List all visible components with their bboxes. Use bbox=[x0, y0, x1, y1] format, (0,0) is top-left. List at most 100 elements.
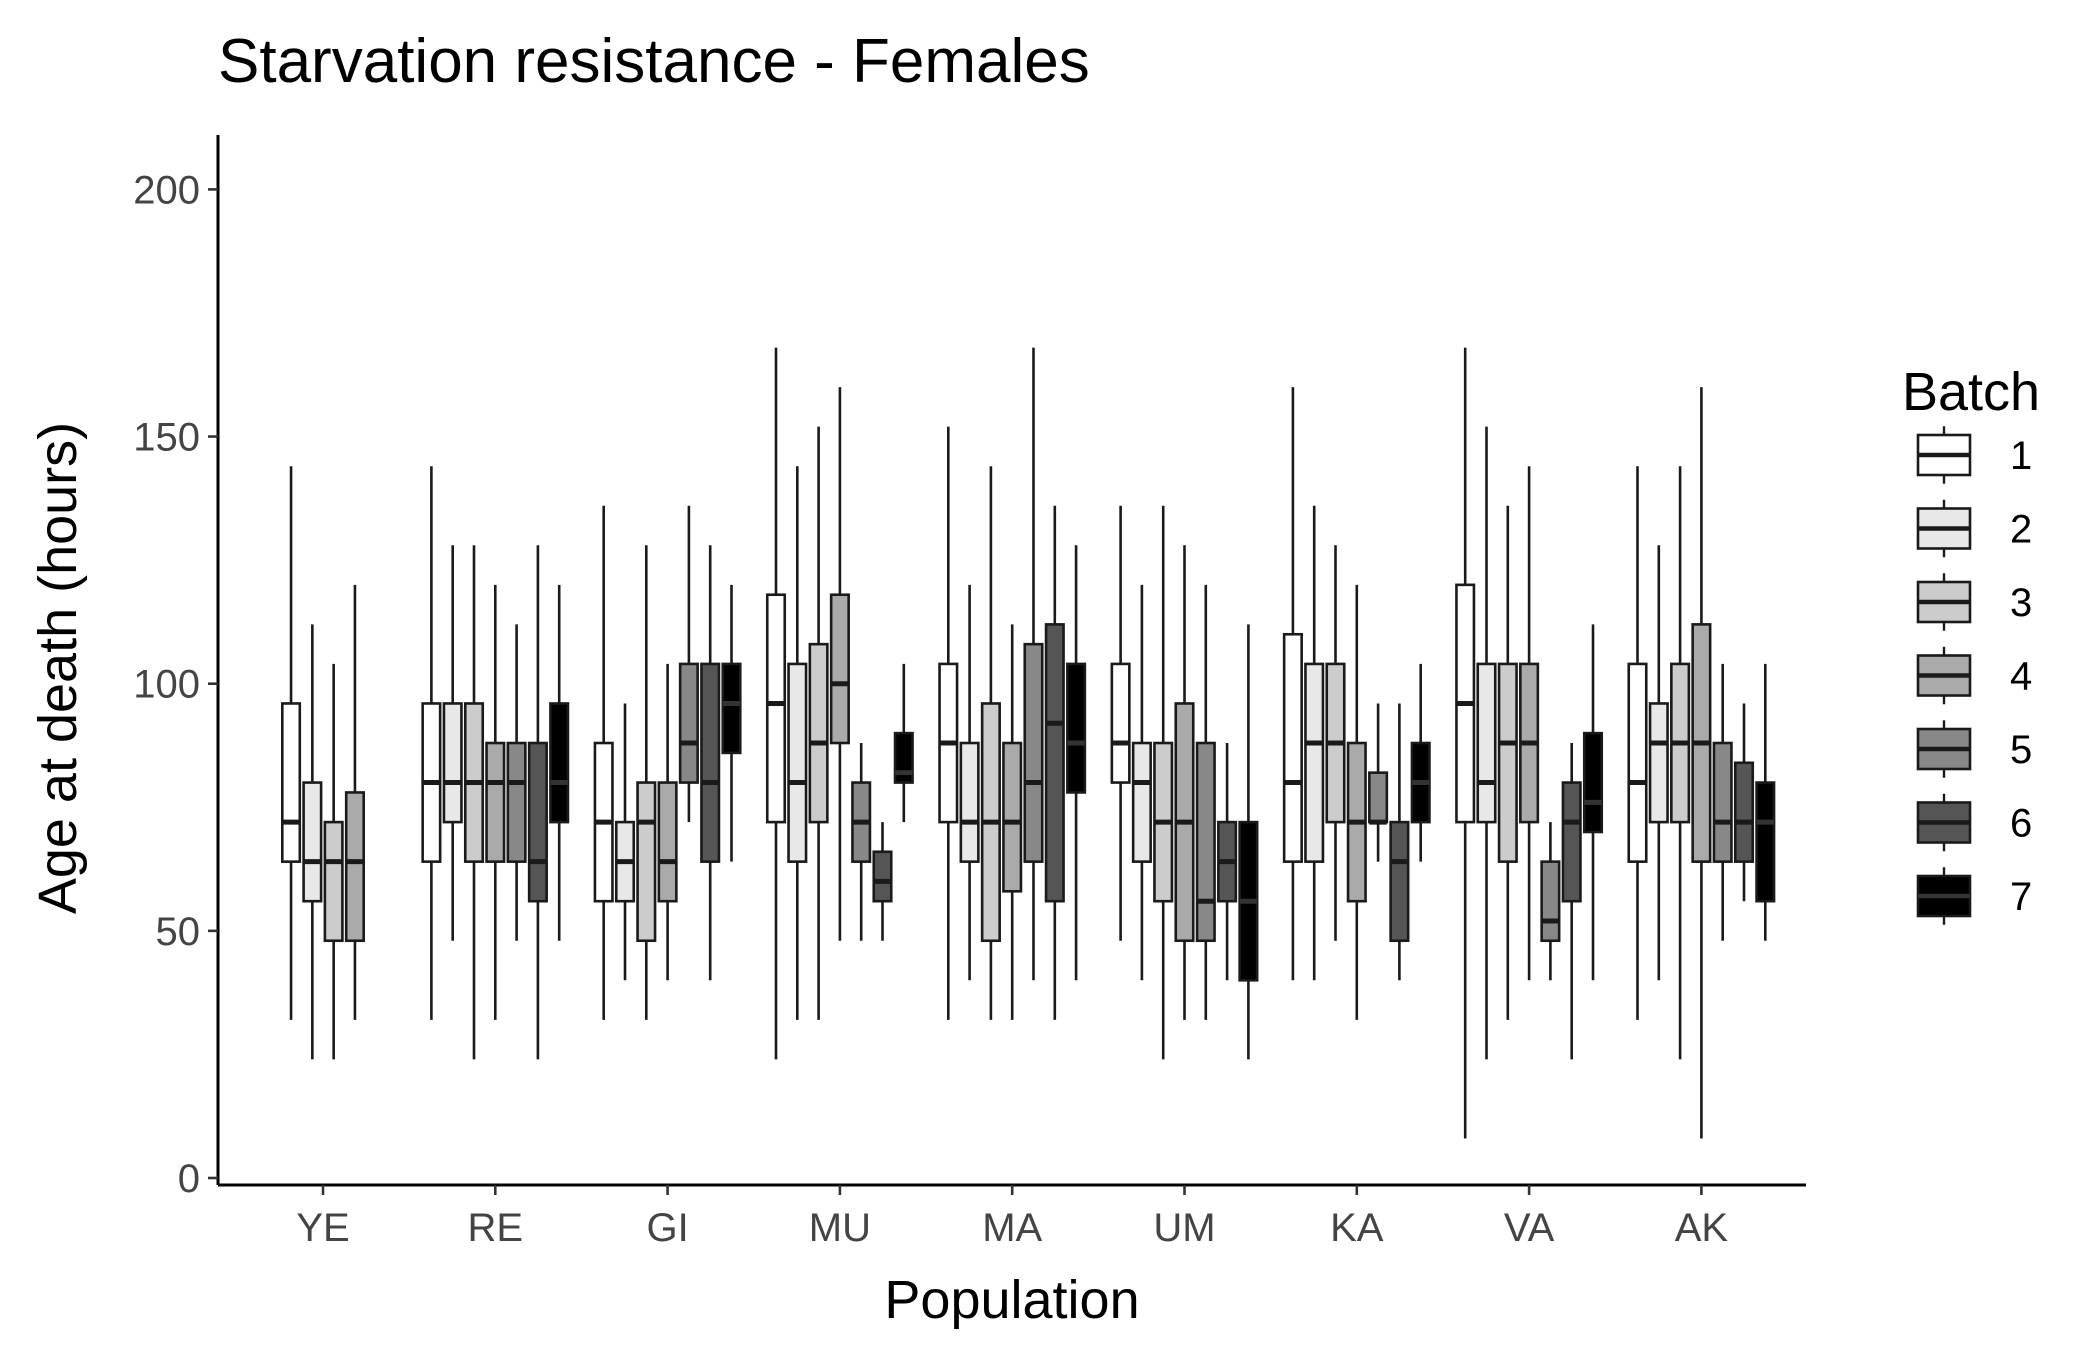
box-rect bbox=[1002, 741, 1023, 893]
box-rect bbox=[527, 741, 548, 903]
box-MA-batch-5 bbox=[1023, 347, 1044, 981]
box-rect bbox=[765, 593, 787, 824]
box-rect bbox=[302, 781, 323, 903]
box-VA-batch-7 bbox=[1582, 624, 1604, 981]
box-RE-batch-3 bbox=[463, 545, 485, 1060]
legend-key-6: 6 bbox=[1916, 793, 2032, 852]
box-VA-batch-5 bbox=[1540, 822, 1561, 981]
box-MA-batch-6 bbox=[1044, 505, 1065, 1020]
box-rect bbox=[1304, 662, 1325, 863]
box-MU-batch-2 bbox=[787, 466, 808, 1020]
box-KA-batch-7 bbox=[1410, 663, 1431, 862]
legend-label: 6 bbox=[2010, 802, 2032, 846]
legend-label: 3 bbox=[2010, 581, 2032, 625]
box-AK-batch-5 bbox=[1712, 663, 1733, 941]
legend-key-3: 3 bbox=[1916, 573, 2032, 631]
box-YE-batch-3 bbox=[323, 663, 344, 1060]
y-axis-title: Age at death (hours) bbox=[28, 422, 88, 914]
x-tick-label: UM bbox=[1153, 1206, 1215, 1250]
x-tick-label: KA bbox=[1330, 1206, 1384, 1250]
box-GI-batch-3 bbox=[636, 545, 657, 1020]
legend-label: 1 bbox=[2010, 434, 2032, 478]
plot-area bbox=[280, 347, 1776, 1139]
y-tick-label: 0 bbox=[178, 1157, 200, 1201]
chart-title: Starvation resistance - Females bbox=[218, 27, 1090, 96]
box-UM-batch-4 bbox=[1174, 545, 1195, 1020]
x-tick-label: VA bbox=[1504, 1206, 1555, 1250]
box-rect bbox=[1733, 761, 1755, 863]
box-rect bbox=[959, 741, 980, 863]
box-rect bbox=[808, 642, 829, 824]
legend-label: 2 bbox=[2010, 508, 2032, 552]
x-tick-label: GI bbox=[646, 1206, 688, 1250]
box-VA-batch-4 bbox=[1519, 466, 1540, 981]
box-rect bbox=[1389, 820, 1410, 943]
box-MU-batch-5 bbox=[851, 743, 872, 941]
box-MU-batch-7 bbox=[893, 663, 914, 823]
box-AK-batch-6 bbox=[1733, 703, 1755, 902]
legend-title: Batch bbox=[1902, 362, 2040, 422]
box-AK-batch-2 bbox=[1648, 545, 1669, 981]
box-MA-batch-2 bbox=[959, 584, 980, 981]
box-rect bbox=[1755, 781, 1776, 903]
box-KA-batch-3 bbox=[1325, 545, 1346, 941]
box-rect bbox=[872, 850, 893, 903]
x-tick-label: AK bbox=[1675, 1206, 1729, 1250]
y-tick-label: 100 bbox=[133, 663, 200, 707]
box-rect bbox=[1497, 662, 1518, 863]
box-rect bbox=[485, 741, 506, 863]
box-UM-batch-5 bbox=[1195, 584, 1216, 1020]
box-rect bbox=[1023, 642, 1044, 863]
box-rect bbox=[657, 781, 678, 903]
box-rect bbox=[1627, 662, 1648, 863]
box-rect bbox=[1582, 731, 1604, 834]
y-tick-label: 200 bbox=[133, 168, 200, 212]
legend-key-1: 1 bbox=[1916, 426, 2032, 484]
box-KA-batch-5 bbox=[1368, 703, 1389, 862]
y-tick-label: 150 bbox=[133, 416, 200, 460]
box-UM-batch-6 bbox=[1217, 743, 1238, 981]
box-YE-batch-2 bbox=[302, 624, 323, 1060]
box-rect bbox=[829, 593, 850, 745]
box-rect bbox=[678, 662, 699, 784]
box-rect bbox=[549, 702, 570, 824]
box-AK-batch-3 bbox=[1670, 466, 1691, 1060]
box-MA-batch-4 bbox=[1002, 624, 1023, 1020]
box-MU-batch-6 bbox=[872, 822, 893, 941]
box-MA-batch-3 bbox=[980, 466, 1001, 1020]
x-axis: YE RE GI MU MA UM KA VA AK bbox=[218, 1183, 1806, 1250]
box-rect bbox=[700, 662, 721, 863]
box-RE-batch-6 bbox=[527, 545, 548, 1060]
x-tick-label: YE bbox=[296, 1206, 349, 1250]
legend-key-7: 7 bbox=[1916, 867, 2032, 925]
box-MU-batch-3 bbox=[808, 426, 829, 1020]
box-VA-batch-2 bbox=[1476, 426, 1497, 1060]
box-GI-batch-4 bbox=[657, 663, 678, 981]
box-rect bbox=[442, 702, 463, 824]
box-rect bbox=[1368, 771, 1389, 824]
box-VA-batch-1 bbox=[1455, 347, 1476, 1139]
legend-label: 4 bbox=[2010, 655, 2032, 699]
box-rect bbox=[280, 702, 302, 863]
box-UM-batch-7 bbox=[1238, 624, 1259, 1060]
box-MU-batch-1 bbox=[765, 347, 787, 1060]
legend: Batch 1 2 3 4 5 6 7 bbox=[1902, 362, 2040, 925]
box-UM-batch-1 bbox=[1110, 505, 1131, 941]
box-rect bbox=[1131, 741, 1152, 863]
box-AK-batch-4 bbox=[1691, 387, 1712, 1139]
box-rect bbox=[1712, 741, 1733, 863]
box-KA-batch-1 bbox=[1282, 387, 1303, 981]
box-KA-batch-4 bbox=[1346, 584, 1367, 1020]
box-KA-batch-2 bbox=[1304, 505, 1325, 981]
box-MA-batch-1 bbox=[938, 426, 959, 1020]
box-GI-batch-2 bbox=[614, 703, 636, 981]
x-axis-title: Population bbox=[884, 1270, 1139, 1330]
box-RE-batch-1 bbox=[421, 466, 442, 1020]
y-axis: 0 50 100 150 200 bbox=[133, 135, 220, 1201]
box-RE-batch-7 bbox=[549, 584, 570, 941]
legend-key-5: 5 bbox=[1916, 720, 2032, 778]
x-tick-label: MA bbox=[982, 1206, 1042, 1250]
box-rect bbox=[1044, 623, 1065, 903]
box-YE-batch-1 bbox=[280, 466, 302, 1020]
